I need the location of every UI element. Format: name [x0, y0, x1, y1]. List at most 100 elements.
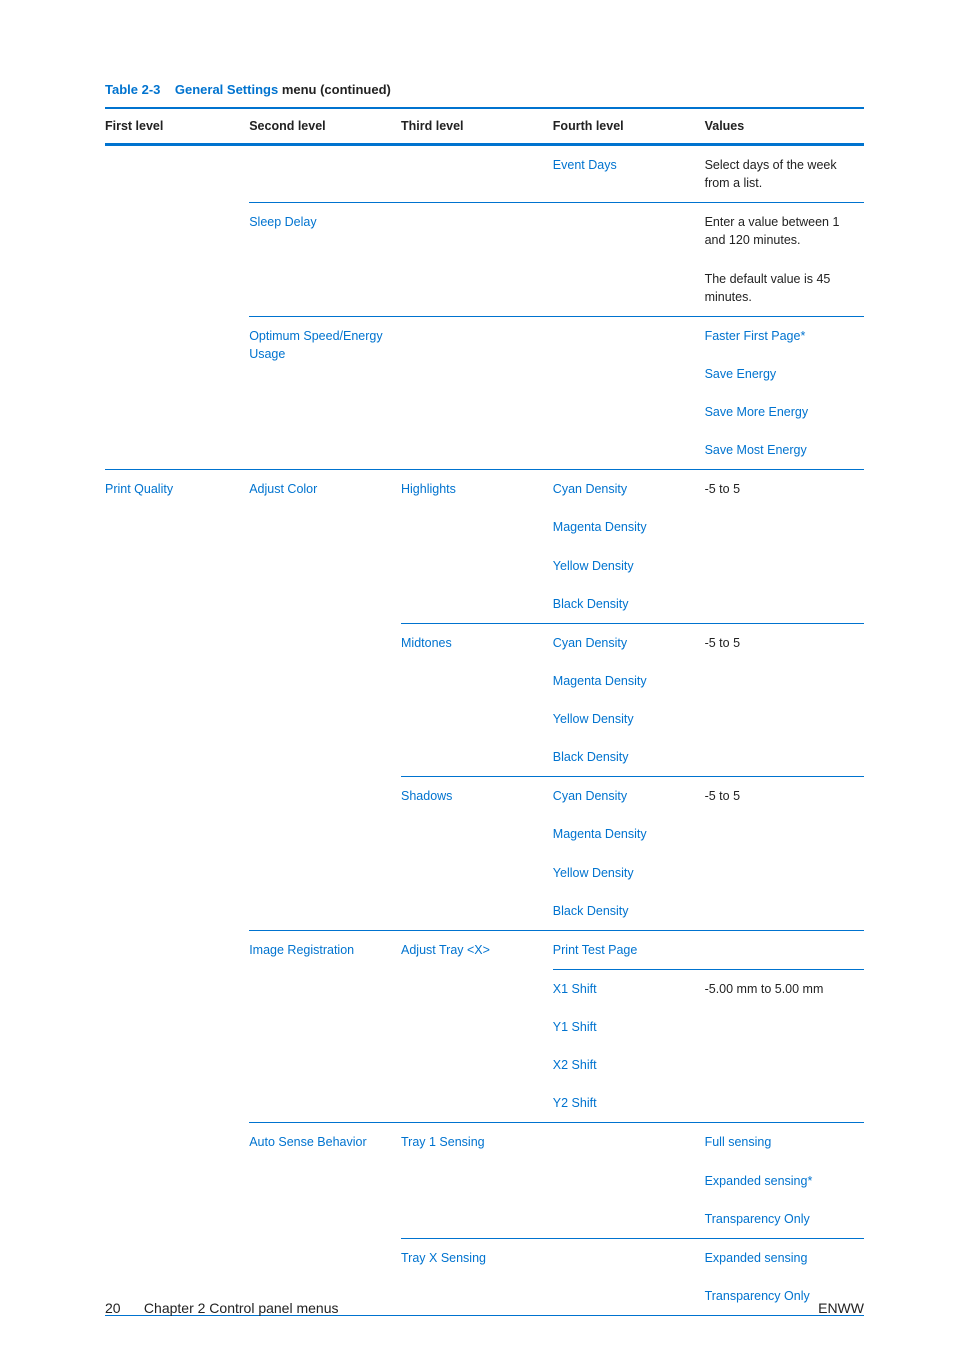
cell — [553, 355, 705, 393]
cell — [553, 316, 705, 355]
table-row: Y1 Shift — [105, 1008, 864, 1046]
cell-second: Image Registration — [249, 930, 401, 969]
cell-fourth: Cyan Density — [553, 623, 705, 662]
table-row: Shadows Cyan Density -5 to 5 — [105, 777, 864, 816]
table-row: Transparency Only — [105, 1200, 864, 1239]
cell-third: Highlights — [401, 470, 553, 509]
cell — [401, 203, 553, 260]
table-row: X2 Shift — [105, 1046, 864, 1084]
cell-value: -5 to 5 — [705, 623, 864, 662]
cell-fourth: X1 Shift — [553, 969, 705, 1008]
table-caption: Table 2-3 General Settings menu (continu… — [105, 82, 864, 97]
table-row: Magenta Density — [105, 662, 864, 700]
table-row: Tray X Sensing Expanded sensing — [105, 1238, 864, 1277]
cell-fourth: Yellow Density — [553, 700, 705, 738]
cell-value: Save More Energy — [705, 393, 864, 431]
cell-third: Tray 1 Sensing — [401, 1123, 553, 1162]
cell-value: -5 to 5 — [705, 470, 864, 509]
cell-value — [705, 930, 864, 969]
table-row: Image Registration Adjust Tray <X> Print… — [105, 930, 864, 969]
cell — [105, 355, 249, 393]
cell — [401, 431, 553, 470]
table-row: Magenta Density — [105, 508, 864, 546]
cell — [553, 203, 705, 260]
cell-fourth: Y1 Shift — [553, 1008, 705, 1046]
table-row: X1 Shift -5.00 mm to 5.00 mm — [105, 969, 864, 1008]
table-header-row: First level Second level Third level Fou… — [105, 108, 864, 145]
cell-value: Save Energy — [705, 355, 864, 393]
table-row: Black Density — [105, 892, 864, 931]
cell — [105, 145, 249, 203]
cell-third: Midtones — [401, 623, 553, 662]
table-row: Expanded sensing* — [105, 1162, 864, 1200]
table-row: Yellow Density — [105, 854, 864, 892]
cell-value: Expanded sensing* — [705, 1162, 864, 1200]
col-second-level: Second level — [249, 108, 401, 145]
document-page: Table 2-3 General Settings menu (continu… — [0, 0, 954, 1366]
table-row: Print Quality Adjust Color Highlights Cy… — [105, 470, 864, 509]
table-row: Yellow Density — [105, 547, 864, 585]
cell — [401, 260, 553, 317]
table-row: Black Density — [105, 585, 864, 624]
cell-first: Print Quality — [105, 470, 249, 509]
col-first-level: First level — [105, 108, 249, 145]
cell — [553, 393, 705, 431]
table-row: Save More Energy — [105, 393, 864, 431]
table-row: Auto Sense Behavior Tray 1 Sensing Full … — [105, 1123, 864, 1162]
cell — [249, 260, 401, 317]
cell-fourth: Magenta Density — [553, 815, 705, 853]
cell-second: Adjust Color — [249, 470, 401, 509]
cell-fourth: Cyan Density — [553, 777, 705, 816]
cell-fourth: Yellow Density — [553, 854, 705, 892]
table-row: Sleep Delay Enter a value between 1 and … — [105, 203, 864, 260]
cell-value: Select days of the week from a list. — [705, 145, 864, 203]
col-fourth-level: Fourth level — [553, 108, 705, 145]
table-row: Save Energy — [105, 355, 864, 393]
table-row: Event Days Select days of the week from … — [105, 145, 864, 203]
table-row: The default value is 45 minutes. — [105, 260, 864, 317]
cell-fourth: Magenta Density — [553, 508, 705, 546]
cell-fourth: Yellow Density — [553, 547, 705, 585]
cell — [401, 316, 553, 355]
cell-value: Faster First Page* — [705, 316, 864, 355]
table-row: Yellow Density — [105, 700, 864, 738]
cell-fourth: Magenta Density — [553, 662, 705, 700]
cell-value: Save Most Energy — [705, 431, 864, 470]
caption-prefix: Table 2-3 — [105, 82, 160, 97]
cell-value: Expanded sensing — [705, 1238, 864, 1277]
caption-title: General Settings — [175, 82, 278, 97]
cell — [105, 431, 249, 470]
cell-third: Tray X Sensing — [401, 1238, 553, 1277]
col-third-level: Third level — [401, 108, 553, 145]
settings-table: First level Second level Third level Fou… — [105, 107, 864, 1316]
cell-second: Sleep Delay — [249, 203, 401, 260]
cell-value: -5 to 5 — [705, 777, 864, 816]
table-row: Save Most Energy — [105, 431, 864, 470]
cell-fourth: X2 Shift — [553, 1046, 705, 1084]
cell-fourth: Y2 Shift — [553, 1084, 705, 1123]
cell — [105, 393, 249, 431]
cell-fourth: Event Days — [553, 145, 705, 203]
col-values: Values — [705, 108, 864, 145]
table-row: Optimum Speed/Energy Usage Faster First … — [105, 316, 864, 355]
cell — [401, 355, 553, 393]
table-row: Midtones Cyan Density -5 to 5 — [105, 623, 864, 662]
cell — [553, 260, 705, 317]
cell — [401, 145, 553, 203]
caption-suffix: menu (continued) — [282, 82, 391, 97]
cell — [553, 431, 705, 470]
cell-fourth: Black Density — [553, 738, 705, 777]
cell — [105, 203, 249, 260]
cell-third: Shadows — [401, 777, 553, 816]
cell-third: Adjust Tray <X> — [401, 930, 553, 969]
cell-fourth: Print Test Page — [553, 930, 705, 969]
cell — [105, 316, 249, 355]
cell-fourth: Cyan Density — [553, 470, 705, 509]
cell-second: Optimum Speed/Energy Usage — [249, 316, 401, 470]
cell-value: -5.00 mm to 5.00 mm — [705, 969, 864, 1008]
cell — [249, 145, 401, 203]
table-row: Magenta Density — [105, 815, 864, 853]
cell-fourth: Black Density — [553, 892, 705, 931]
page-number: 20 — [105, 1300, 121, 1316]
page-footer: 20 Chapter 2 Control panel menus ENWW — [105, 1300, 864, 1316]
